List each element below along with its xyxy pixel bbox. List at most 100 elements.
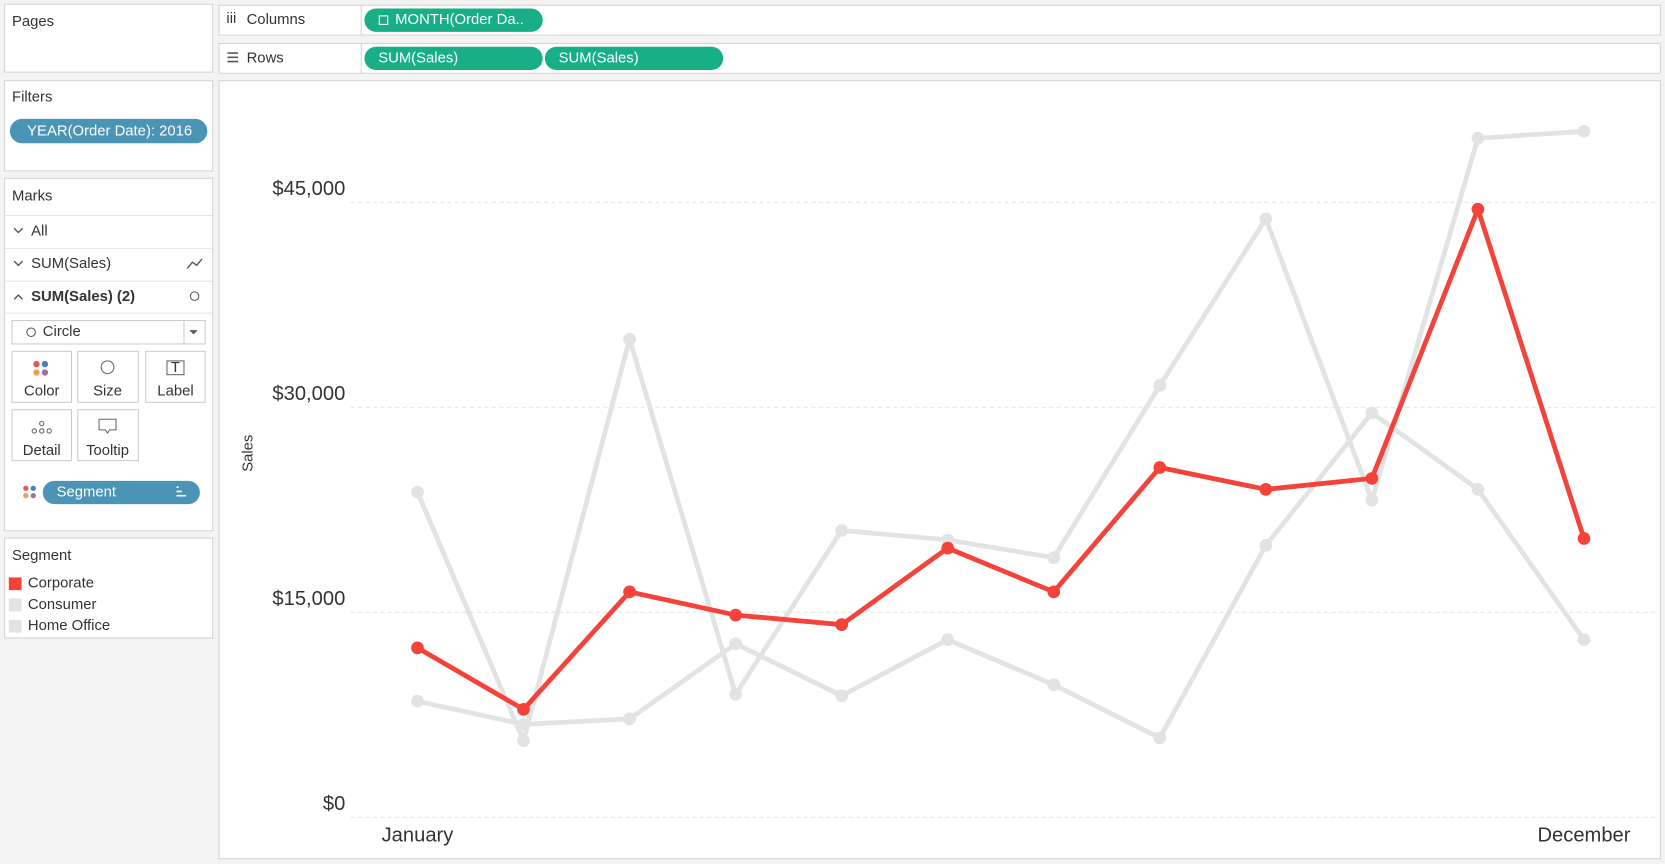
series-line xyxy=(416,410,1586,741)
circle-icon xyxy=(26,327,36,338)
y-tick-label: $0 xyxy=(323,793,345,815)
data-point xyxy=(1047,585,1061,599)
data-point xyxy=(623,712,636,726)
chart-panel xyxy=(218,80,1661,860)
legend-title: Segment xyxy=(12,548,72,564)
data-point xyxy=(729,637,742,651)
pill-label: MONTH(Order Da.. xyxy=(395,12,524,28)
data-point xyxy=(1153,731,1167,745)
pill[interactable] xyxy=(544,46,724,71)
legend: Corporate Consumer Home Office xyxy=(8,576,110,634)
icon xyxy=(23,493,29,499)
button-label: Label xyxy=(157,384,193,400)
data-point xyxy=(1577,125,1591,138)
button[interactable] xyxy=(77,409,139,462)
shelf-icon: iii xyxy=(226,11,236,27)
legend-swatch xyxy=(8,577,22,591)
chevrons xyxy=(13,227,24,300)
icon xyxy=(23,485,29,491)
data-point xyxy=(1471,202,1485,216)
data-point xyxy=(941,541,955,555)
data-point xyxy=(835,618,849,632)
segment-pill[interactable] xyxy=(42,480,200,505)
shelf-icon xyxy=(227,52,239,63)
sort-icon xyxy=(176,486,187,497)
data-point xyxy=(1471,131,1485,145)
x-tick-label: January xyxy=(382,825,455,847)
shelf-label: Columns xyxy=(247,12,306,28)
data-point xyxy=(835,523,849,537)
legend-label: Home Office xyxy=(28,618,110,634)
icon xyxy=(31,428,37,434)
plot: $0 $15,000 $30,000 $45,000 January December xyxy=(272,125,1657,847)
icon: T xyxy=(171,360,180,376)
data-point xyxy=(1471,482,1485,496)
icon xyxy=(30,493,36,499)
legend-swatch xyxy=(8,598,22,612)
separators xyxy=(4,214,213,314)
button-label: Size xyxy=(93,384,122,400)
marks-card[interactable]: All xyxy=(31,223,47,239)
dropdown-arrow xyxy=(189,330,198,335)
y-tick-label: $45,000 xyxy=(272,178,345,200)
data-point xyxy=(1047,678,1061,692)
y-axis-label: Sales xyxy=(241,435,257,472)
data-point xyxy=(835,689,849,703)
line-icon xyxy=(186,258,203,269)
data-point xyxy=(1153,379,1167,392)
shelf-label: Rows xyxy=(247,50,284,66)
data-point xyxy=(411,694,424,708)
pill-label: YEAR(Order Date): 2016 xyxy=(27,124,192,140)
x-tick-label: December xyxy=(1537,825,1630,847)
button[interactable] xyxy=(11,409,72,462)
pill[interactable] xyxy=(364,46,543,71)
pill-label: SUM(Sales) xyxy=(378,50,458,66)
button-label: Tooltip xyxy=(86,443,129,459)
data-point xyxy=(411,641,424,655)
button[interactable] xyxy=(11,350,72,403)
button-label: Detail xyxy=(23,443,61,459)
data-point xyxy=(1153,461,1167,474)
legend-label: Consumer xyxy=(28,597,97,613)
icon xyxy=(39,428,45,434)
button[interactable] xyxy=(77,350,139,403)
pill[interactable] xyxy=(364,8,543,32)
pill-label: Segment xyxy=(57,484,117,500)
mark-buttons: T Color Size Label Detail Tooltip xyxy=(11,350,206,462)
icon xyxy=(100,360,115,375)
data-point xyxy=(1577,532,1591,545)
button-label: Color xyxy=(24,384,60,400)
icon xyxy=(39,420,45,427)
button[interactable] xyxy=(145,350,206,403)
icon xyxy=(46,428,52,434)
pages-panel xyxy=(4,3,214,73)
data-point xyxy=(1365,472,1379,485)
data-point xyxy=(623,585,636,599)
icon xyxy=(41,360,49,368)
icon xyxy=(30,485,36,491)
data-point xyxy=(1259,482,1273,496)
pill-label: SUM(Sales) xyxy=(559,50,639,66)
panel-title: Pages xyxy=(12,14,54,30)
y-tick-label: $30,000 xyxy=(272,383,345,405)
icon xyxy=(33,360,40,368)
icon xyxy=(166,360,185,376)
data-point xyxy=(1577,633,1591,647)
marks-card[interactable]: SUM(Sales) (2) xyxy=(31,289,135,305)
panel-title: Filters xyxy=(12,90,52,106)
data-point xyxy=(517,702,530,716)
data-point xyxy=(729,608,742,622)
series-line xyxy=(416,206,1587,712)
filter-pill[interactable] xyxy=(9,118,208,144)
mark-type-dropdown[interactable] xyxy=(11,320,206,345)
data-point xyxy=(517,734,530,748)
icon xyxy=(41,369,49,376)
data-point xyxy=(1259,539,1273,552)
marks-card[interactable]: SUM(Sales) xyxy=(31,256,111,272)
data-point xyxy=(941,633,955,647)
icon xyxy=(98,418,117,435)
data-point xyxy=(1047,551,1061,565)
data-point xyxy=(729,687,742,701)
